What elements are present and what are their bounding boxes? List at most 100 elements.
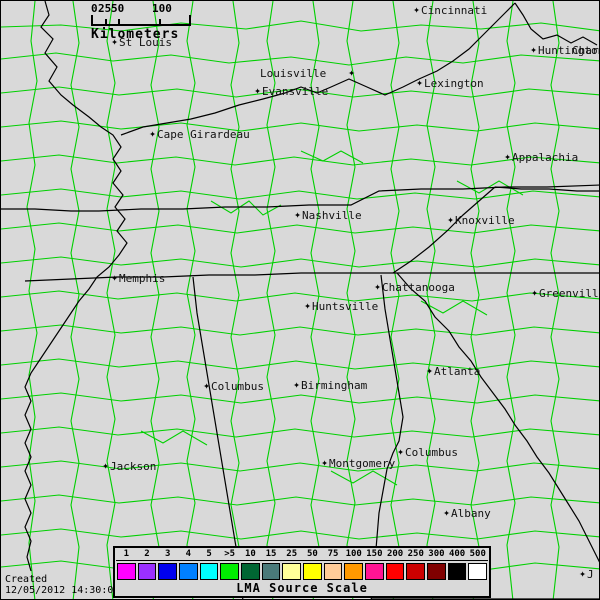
city-star-icon bbox=[149, 130, 156, 137]
legend-tick-5: 5 bbox=[206, 549, 212, 559]
city-star-icon bbox=[374, 283, 381, 290]
city-label: Louisville bbox=[260, 67, 327, 80]
city-star-icon bbox=[293, 381, 300, 388]
city-label: Huntsville bbox=[312, 300, 379, 313]
city-star-icon bbox=[443, 509, 450, 516]
scale-tick-50: 50 bbox=[111, 2, 125, 15]
city-star-icon bbox=[504, 153, 511, 160]
city-label: Greenville bbox=[539, 287, 600, 300]
legend-swatch-2 bbox=[137, 563, 157, 580]
legend-swatch-100 bbox=[344, 563, 364, 580]
legend-swatch-500 bbox=[468, 563, 488, 580]
legend-swatch-5 bbox=[199, 563, 219, 580]
legend-tick-200: 200 bbox=[386, 549, 404, 559]
city-label: St Louis bbox=[119, 36, 172, 49]
city-star-icon bbox=[254, 87, 261, 94]
city-label: Memphis bbox=[119, 272, 166, 285]
city-star-icon bbox=[102, 462, 109, 469]
city-star-icon bbox=[531, 289, 538, 296]
city-label: J bbox=[587, 568, 594, 581]
city-label: Appalachia bbox=[512, 151, 579, 164]
city-label: Cape Girardeau bbox=[157, 128, 250, 141]
legend-tick-4: 4 bbox=[185, 549, 192, 559]
city-star-icon bbox=[416, 79, 423, 86]
legend-swatch-400 bbox=[447, 563, 467, 580]
lma-source-scale-legend: 1 2 3 4 5 >5 10 15 25 50 75 100 150 200 250 300 400 500 L… bbox=[113, 546, 491, 598]
legend-swatch-200 bbox=[385, 563, 405, 580]
city-label: Chattanooga bbox=[382, 281, 455, 294]
city-label: Columbus bbox=[405, 446, 458, 459]
city-star-icon bbox=[413, 6, 420, 13]
legend-tick-150: 150 bbox=[366, 549, 383, 559]
scale-bar-ticks: 0 25 50 100 bbox=[91, 3, 191, 15]
city-label: Charl bbox=[572, 44, 599, 57]
scale-tick-25: 25 bbox=[98, 2, 112, 15]
scale-bar-rule bbox=[91, 15, 191, 26]
city-star-icon bbox=[304, 302, 311, 309]
city-star-icon bbox=[397, 448, 404, 455]
scale-units-label: Kilometers bbox=[91, 27, 180, 42]
city-label: Huntington bbox=[538, 44, 600, 57]
city-label: Jackson bbox=[110, 460, 157, 473]
scale-tick-100: 100 bbox=[152, 2, 172, 15]
legend-swatch-50 bbox=[303, 563, 322, 580]
city-label: Montgomery bbox=[329, 457, 396, 470]
city-star-icon bbox=[447, 216, 454, 223]
city-label: Albany bbox=[451, 507, 491, 520]
city-label: Cincinnati bbox=[421, 4, 488, 17]
created-label: Created bbox=[5, 574, 48, 585]
city-star-icon bbox=[530, 46, 537, 53]
city-star-icon bbox=[579, 570, 586, 577]
legend-swatch-4 bbox=[179, 563, 198, 580]
legend-tick-100: 100 bbox=[345, 549, 362, 559]
legend-tick-labels: 1 2 3 4 5 >5 10 15 25 50 75 100 150 200 250 300 400 500 bbox=[116, 548, 488, 561]
legend-tick-2: 2 bbox=[144, 549, 150, 559]
legend-swatch-150 bbox=[365, 563, 384, 580]
legend-swatch-300 bbox=[427, 563, 446, 580]
legend-tick-1: 1 bbox=[123, 549, 130, 559]
legend-tick-3: 3 bbox=[164, 549, 171, 559]
city-label: Evansville bbox=[262, 85, 329, 98]
legend-tick-500: 500 bbox=[469, 549, 486, 559]
scale-rule-tick bbox=[105, 19, 107, 24]
legend-title: LMA Source Scale bbox=[236, 581, 368, 595]
legend-swatch-1 bbox=[117, 563, 136, 580]
city-star-icon bbox=[294, 211, 301, 218]
legend-color-swatches bbox=[115, 561, 489, 581]
city-star-icon bbox=[111, 274, 118, 281]
city-star-icon bbox=[348, 69, 355, 76]
scale-tick-0: 0 bbox=[91, 2, 98, 15]
city-label: Birmingham bbox=[301, 379, 368, 392]
city-label: Columbus bbox=[211, 380, 264, 393]
legend-tick-gt5: >5 bbox=[224, 549, 236, 559]
city-label: Atlanta bbox=[434, 365, 481, 378]
created-timestamp: 12/05/2012 14:30:01 bbox=[5, 585, 120, 596]
created-stamp: Created 12/05/2012 14:30:01 bbox=[5, 574, 119, 596]
scale-rule-tick bbox=[118, 19, 120, 24]
legend-swatch-75 bbox=[323, 563, 343, 580]
city-star-icon bbox=[426, 367, 433, 374]
scale-bar: 0 25 50 100 Kilometers bbox=[91, 3, 191, 42]
legend-tick-15: 15 bbox=[265, 549, 277, 559]
legend-swatch-10 bbox=[241, 563, 260, 580]
legend-swatch-15 bbox=[261, 563, 281, 580]
legend-swatch-250 bbox=[406, 563, 426, 580]
legend-tick-300: 300 bbox=[428, 549, 445, 559]
scale-rule-tick bbox=[159, 19, 161, 24]
legend-tick-10: 10 bbox=[244, 549, 256, 559]
city-label: Lexington bbox=[424, 77, 484, 90]
legend-tick-50: 50 bbox=[306, 549, 318, 559]
legend-swatch-3 bbox=[158, 563, 178, 580]
city-label: Knoxville bbox=[455, 214, 515, 227]
legend-swatch-25 bbox=[282, 563, 302, 580]
legend-tick-75: 75 bbox=[327, 549, 339, 559]
legend-swatch-gt5 bbox=[220, 563, 240, 580]
legend-tick-250: 250 bbox=[407, 549, 424, 559]
city-star-icon bbox=[203, 382, 210, 389]
city-label: Nashville bbox=[302, 209, 362, 222]
city-star-icon bbox=[321, 459, 328, 466]
